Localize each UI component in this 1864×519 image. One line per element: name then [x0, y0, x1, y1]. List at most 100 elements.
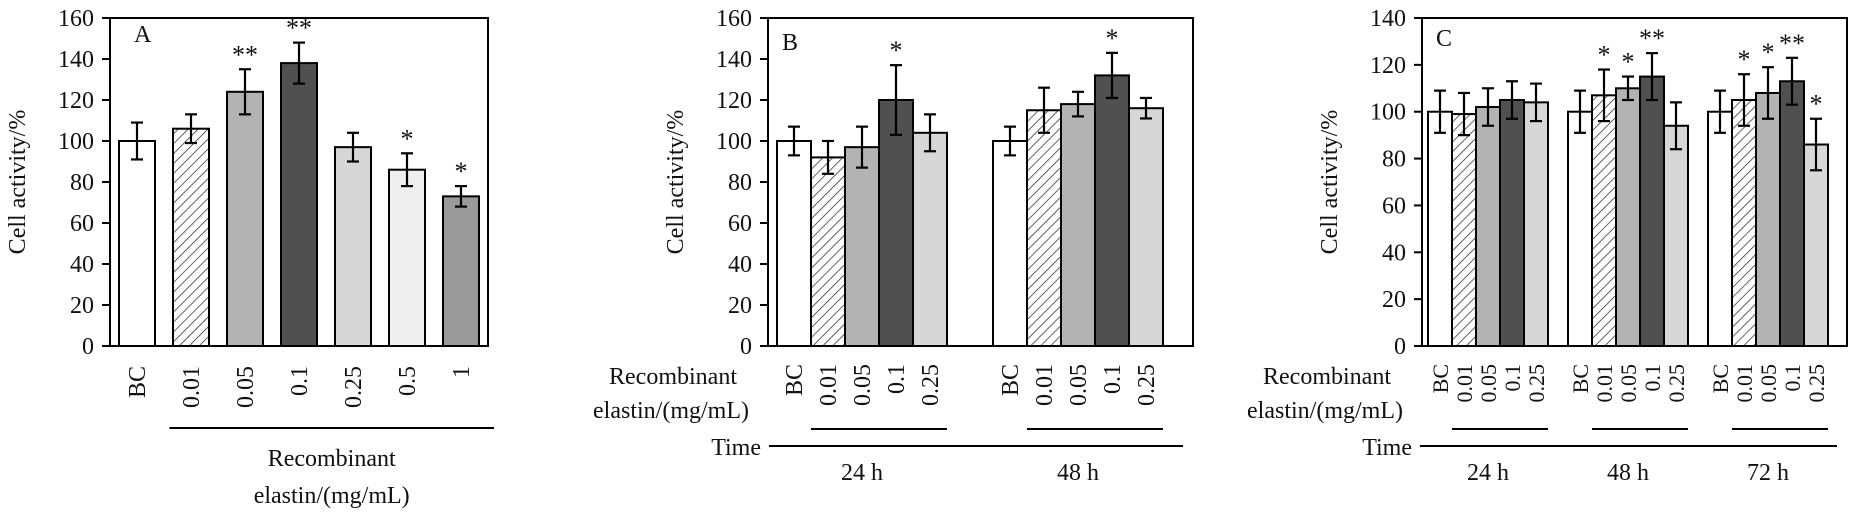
panel-c-significance-mark: * [1598, 41, 1611, 70]
panel-c-y-axis: 0 20 40 60 80 100 120 140 [1370, 6, 1848, 360]
panel-a-y-tick-label: 20 [70, 293, 94, 319]
panel-c-bar [1779, 80, 1805, 347]
panel-b-y-tick-label: 80 [728, 170, 752, 196]
panel-c-y-tick-label: 20 [1382, 287, 1406, 313]
panel-a-x-tick-label: 0.25 [341, 366, 367, 408]
panel-c-x-tick-label: 0.1 [1640, 364, 1665, 392]
panel-c-x-tick-label: BC [1708, 364, 1733, 393]
panel-b-bar [776, 140, 812, 347]
panel-b-time-label: 48 h [1057, 460, 1099, 486]
panel-a-x-tick-label: 0.1 [287, 366, 313, 396]
panel-c-bar [1639, 75, 1665, 347]
panel-b-bar [1026, 109, 1062, 347]
panel-c-time-label: 72 h [1747, 460, 1789, 486]
panel-c-significance-mark: * [1738, 45, 1751, 74]
panel-c-time-label: 24 h [1467, 460, 1509, 486]
panel-b-x-tick-label: 0.01 [1032, 364, 1058, 406]
panel-b-bar [1060, 103, 1096, 347]
panel-a-x-tick-label: 0.01 [179, 366, 205, 408]
panel-c-category-title-line2: elastin/(mg/mL) [1247, 398, 1403, 424]
panel-a-y-tick-label: 80 [70, 170, 94, 196]
panel-b-x-tick-label: BC [998, 364, 1024, 396]
panel-c-bar [1803, 143, 1829, 347]
panel-c-x-tick-label: 0.05 [1476, 364, 1501, 403]
panel-a-y-axis: 0 20 40 60 80 100 120 140 160 [58, 6, 489, 360]
panel-a-significance-mark: ** [232, 40, 258, 69]
panel-b-x-tick-label: 0.25 [918, 364, 944, 406]
panel-a-x-tick-label: 1 [449, 366, 475, 378]
panel-c-bar [1707, 110, 1733, 348]
panel-b-y-tick-label: 40 [728, 252, 752, 278]
panel-c-bar [1615, 87, 1641, 348]
panel-c-x-tick-label: 0.25 [1664, 364, 1689, 403]
panel-b-y-axis: 0 20 40 60 80 100 120 140 160 [716, 6, 1194, 360]
panel-a-x-tick-label: 0.5 [395, 366, 421, 396]
panel-c-time-label: 48 h [1607, 460, 1649, 486]
panel-b-x-tick-label: 0.1 [884, 364, 910, 394]
panel-c-bar [1475, 106, 1501, 348]
panel-c-y-tick-label: 0 [1394, 334, 1406, 360]
panel-c-x-tick-label: 0.1 [1780, 364, 1805, 392]
panel-c-y-tick-label: 60 [1382, 193, 1406, 219]
panel-b-y-tick-label: 60 [728, 211, 752, 237]
panel-b-time-label: 24 h [841, 460, 883, 486]
panel-b-category-title-line1: Recombinant [609, 364, 737, 390]
panel-a-bar [388, 168, 426, 347]
panel-a-significance-mark: ** [286, 14, 312, 43]
panel-c-x-tick-label: 0.25 [1524, 364, 1549, 403]
panel-b-x-tick-label: 0.05 [850, 364, 876, 406]
panel-a-group-label-line2: elastin/(mg/mL) [254, 483, 410, 509]
panel-c-bar [1427, 110, 1453, 348]
panel-c-significance-mark: * [1622, 48, 1635, 77]
panel-a-bar [226, 90, 264, 347]
panel-c-bar [1731, 99, 1757, 347]
panel-b-x-tick-label: 0.01 [816, 364, 842, 406]
panel-c-bar [1499, 99, 1525, 347]
panel-c-significance-mark: ** [1639, 24, 1665, 53]
panel-b-bars: BC 0.01 0.05 * 0.1 0.25 24 h BC 0.01 0.05 * 0.1 0.25… [769, 24, 1183, 486]
panel-c-bar [1663, 124, 1689, 348]
panel-b-x-tick-label: BC [782, 364, 808, 396]
panel-b-y-axis-title: Cell activity/% [663, 110, 689, 255]
panel-c-y-tick-label: 80 [1382, 147, 1406, 173]
panel-b-bar [878, 99, 914, 347]
panel-b-y-tick-label: 160 [716, 6, 752, 32]
panel-b-x-tick-label: 0.25 [1134, 364, 1160, 406]
panel-a-bar [442, 195, 480, 347]
panel-b-bar [1128, 107, 1164, 347]
panel-c-x-tick-label: 0.01 [1452, 364, 1477, 403]
panel-b-chart: 0 20 40 60 80 100 120 140 160 BC 0.01 0.05 * 0.1 0.25… [593, 6, 1194, 486]
panel-a-x-tick-label: 0.05 [233, 366, 259, 408]
panel-b-significance-mark: * [1106, 24, 1119, 53]
panel-a-bar [280, 62, 318, 347]
panel-a-group-label-line1: Recombinant [268, 446, 396, 472]
panel-c-significance-mark: * [1810, 90, 1823, 119]
panel-a-y-tick-label: 120 [58, 88, 94, 114]
panel-a-x-tick-label: BC [125, 366, 151, 398]
panel-c-bar [1567, 110, 1593, 348]
panel-c-x-tick-label: 0.05 [1616, 364, 1641, 403]
panel-c-label: C [1436, 26, 1452, 52]
panel-a-label: A [134, 22, 152, 48]
panel-c-y-tick-label: 100 [1370, 100, 1406, 126]
panel-a-y-tick-label: 100 [58, 129, 94, 155]
panel-c-y-tick-label: 120 [1370, 53, 1406, 79]
panel-c-bar [1451, 113, 1477, 347]
panel-c-x-tick-label: BC [1428, 364, 1453, 393]
panel-b-y-tick-label: 140 [716, 47, 752, 73]
panel-c-x-tick-label: 0.01 [1732, 364, 1757, 403]
panel-c-bar [1591, 94, 1617, 347]
panel-c-y-tick-label: 40 [1382, 240, 1406, 266]
panel-c-significance-mark: * [1762, 38, 1775, 67]
panel-a-bar [334, 146, 372, 347]
panel-b-bar [844, 146, 880, 347]
panel-c-x-tick-label: 0.1 [1500, 364, 1525, 392]
panel-b-y-tick-label: 20 [728, 293, 752, 319]
panel-c-x-tick-label: 0.05 [1756, 364, 1781, 403]
panel-a-bars: BC 0.01 ** 0.05 ** 0.1 0.25 * 0.5 * 1 [118, 14, 494, 429]
panel-b-bar [912, 131, 948, 347]
